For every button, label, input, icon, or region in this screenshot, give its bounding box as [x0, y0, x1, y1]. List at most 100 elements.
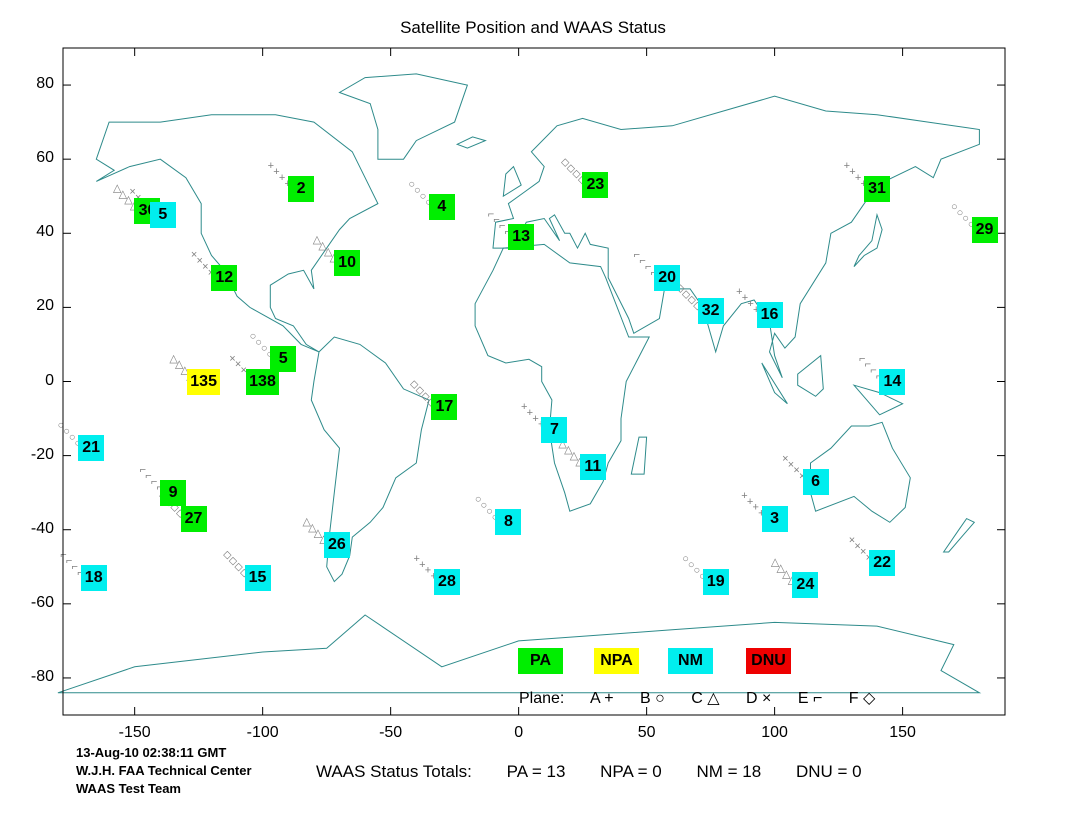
track-point: +	[279, 172, 285, 184]
satellite-32: 32	[697, 298, 724, 325]
track-point: △	[302, 516, 311, 528]
track-point: ○	[968, 219, 975, 231]
track-point: △	[169, 353, 178, 365]
track-point: ⌐	[151, 476, 157, 488]
plane-c-symbol-icon: △	[707, 690, 720, 707]
track-point: +	[273, 166, 279, 178]
track-point: ×	[793, 465, 799, 477]
satellite-13: 13	[508, 223, 535, 250]
track-point: ○	[58, 419, 65, 431]
track-point: ×	[860, 546, 866, 558]
track-point: ◇	[170, 502, 179, 514]
track-point: ⌐	[870, 365, 876, 377]
track-point: ⌐	[60, 549, 66, 561]
satellite-7: 7	[541, 416, 568, 443]
satellite-11: 11	[579, 453, 606, 480]
track-point: ⌐	[145, 470, 151, 482]
track-point: ◇	[223, 549, 232, 561]
track-point: ◇	[578, 174, 587, 186]
satellite-5: 5	[149, 201, 176, 228]
track-point: △	[558, 438, 567, 450]
satellite-17: 17	[431, 394, 458, 421]
x-tick-label: 150	[889, 724, 916, 741]
track-point: ⌐	[77, 567, 83, 579]
track-point: ◇	[421, 391, 430, 403]
track-point: ⌐	[505, 226, 511, 238]
track-point: △	[330, 252, 339, 264]
track-point: +	[741, 490, 747, 502]
plane-d-label: D	[746, 690, 758, 707]
track-point: △	[788, 574, 797, 586]
track-point: ×	[235, 359, 241, 371]
track-point: ○	[699, 571, 706, 583]
coastline	[853, 212, 883, 267]
satellite-24: 24	[792, 572, 819, 599]
coastline	[310, 336, 430, 583]
coastline	[630, 436, 648, 475]
track-point: △	[113, 182, 122, 194]
satellite-8: 8	[495, 509, 522, 536]
track-point: +	[742, 292, 748, 304]
status-totals: WAAS Status Totals: PA = 13 NPA = 0 NM =…	[316, 762, 892, 782]
track-point: ◇	[567, 162, 576, 174]
track-point: ◇	[676, 282, 685, 294]
chart-title: Satellite Position and WAAS Status	[400, 18, 666, 37]
coastline	[761, 362, 788, 405]
total-dnu: DNU = 0	[795, 762, 862, 781]
track-point: ◇	[176, 508, 185, 520]
track-point: ○	[75, 437, 82, 449]
track-point: ⌐	[876, 371, 882, 383]
coastline	[95, 114, 379, 353]
track-point: ⌐	[72, 561, 78, 573]
track-point: ⌐	[645, 261, 651, 273]
track-point: △	[124, 194, 133, 206]
track-point: △	[319, 534, 328, 546]
track-point: +	[268, 160, 274, 172]
track-point: △	[782, 568, 791, 580]
y-tick-label: -40	[30, 519, 54, 537]
track-point: +	[752, 502, 758, 514]
track-point: ×	[202, 261, 208, 273]
satellite-26: 26	[323, 531, 350, 558]
track-point: ⌐	[865, 359, 871, 371]
plane-d-symbol-icon: ×	[762, 690, 772, 707]
track-point: ×	[135, 192, 141, 204]
plane-f-symbol-icon: ◇	[862, 690, 876, 707]
plane-e-symbol-icon: ⌐	[812, 690, 823, 707]
track-point: △	[308, 522, 317, 534]
track-point: ◇	[229, 555, 238, 567]
track-point: △	[324, 246, 333, 258]
track-point: +	[419, 559, 425, 571]
track-point: ○	[255, 336, 262, 348]
track-point: ○	[481, 500, 488, 512]
track-point: +	[747, 496, 753, 508]
satellite-22: 22	[869, 550, 896, 577]
track-point: △	[181, 365, 190, 377]
plane-legend-prefix: Plane:	[519, 690, 565, 707]
track-point: +	[414, 553, 420, 565]
axis-tick-marks	[63, 48, 1005, 715]
track-point: ○	[408, 179, 415, 191]
satellite-29: 29	[971, 216, 998, 243]
satellite-10: 10	[334, 249, 361, 276]
x-tick-label: -150	[118, 724, 151, 741]
track-point: ◇	[234, 561, 243, 573]
track-point: +	[860, 178, 866, 190]
track-point: △	[313, 234, 322, 246]
track-point: ×	[799, 471, 805, 483]
satellite-3: 3	[761, 505, 788, 532]
y-tick-label: 60	[36, 149, 54, 167]
track-point: ×	[241, 365, 247, 377]
y-tick-label: 0	[45, 371, 54, 389]
plane-a-label: A	[589, 690, 600, 707]
track-point: ○	[250, 331, 257, 343]
track-point: ⌐	[859, 353, 865, 365]
track-point: ×	[196, 255, 202, 267]
y-tick-label: 40	[36, 223, 54, 241]
track-point: △	[570, 450, 579, 462]
track-point: △	[119, 188, 128, 200]
satellite-4: 4	[428, 194, 455, 221]
track-point: +	[285, 178, 291, 190]
track-point: ○	[425, 196, 432, 208]
